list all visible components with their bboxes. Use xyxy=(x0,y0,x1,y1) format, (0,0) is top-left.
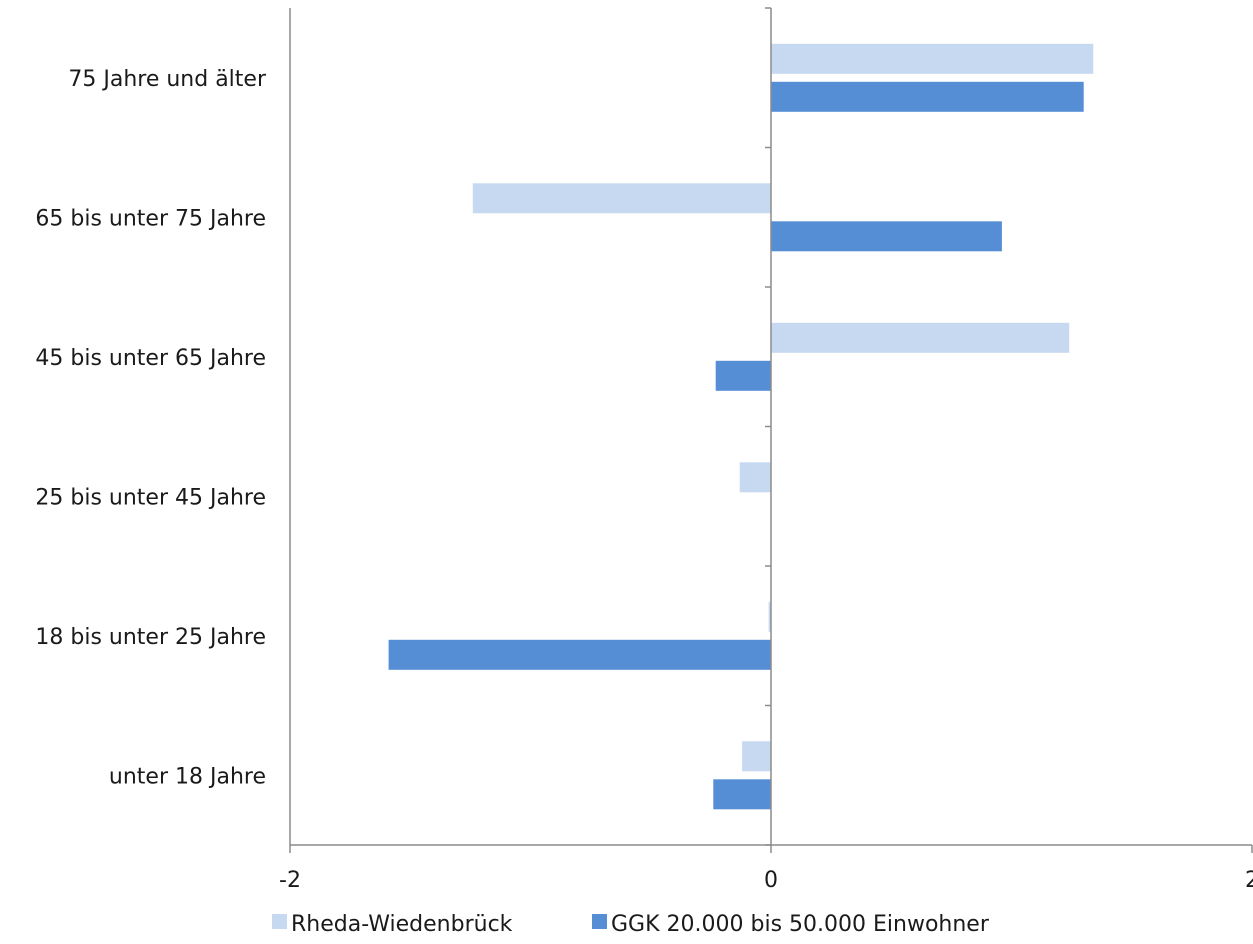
labels-layer: -2 0 2 75 Jahre und älter 65 bis unter 75 Ja… xyxy=(35,67,1253,893)
category-label: 75 Jahre und älter xyxy=(68,67,267,92)
legend: Rheda-Wiedenbrück GGK 20.000 bis 50.000 E… xyxy=(272,912,990,937)
legend-label: GGK 20.000 bis 50.000 Einwohner xyxy=(611,912,990,937)
bar-series-1-cat-5 xyxy=(768,601,771,632)
category-label: 25 bis unter 45 Jahre xyxy=(35,485,266,510)
bar-series-2-cat-6 xyxy=(713,779,771,810)
bar-series-1-cat-3 xyxy=(771,322,1070,353)
x-tick-label: 0 xyxy=(764,868,778,893)
x-tick-label: 2 xyxy=(1245,868,1253,893)
bars-layer xyxy=(388,43,1094,810)
bar-series-1-cat-4 xyxy=(739,462,771,493)
bar-series-1-cat-1 xyxy=(771,43,1094,74)
category-label: 45 bis unter 65 Jahre xyxy=(35,346,266,371)
bar-series-2-cat-5 xyxy=(388,639,771,670)
category-label: 18 bis unter 25 Jahre xyxy=(35,625,266,650)
legend-label: Rheda-Wiedenbrück xyxy=(291,912,513,937)
category-label: 65 bis unter 75 Jahre xyxy=(35,206,266,231)
bar-series-1-cat-6 xyxy=(742,741,771,772)
bar-series-2-cat-3 xyxy=(715,360,771,391)
bar-series-1-cat-2 xyxy=(472,183,771,214)
category-label: unter 18 Jahre xyxy=(109,764,266,789)
legend-swatch xyxy=(592,914,607,929)
x-tick-label: -2 xyxy=(279,868,301,893)
bar-series-2-cat-2 xyxy=(771,221,1002,252)
axes-layer xyxy=(289,7,1253,853)
legend-swatch xyxy=(272,914,287,929)
bar-series-2-cat-1 xyxy=(771,81,1084,112)
